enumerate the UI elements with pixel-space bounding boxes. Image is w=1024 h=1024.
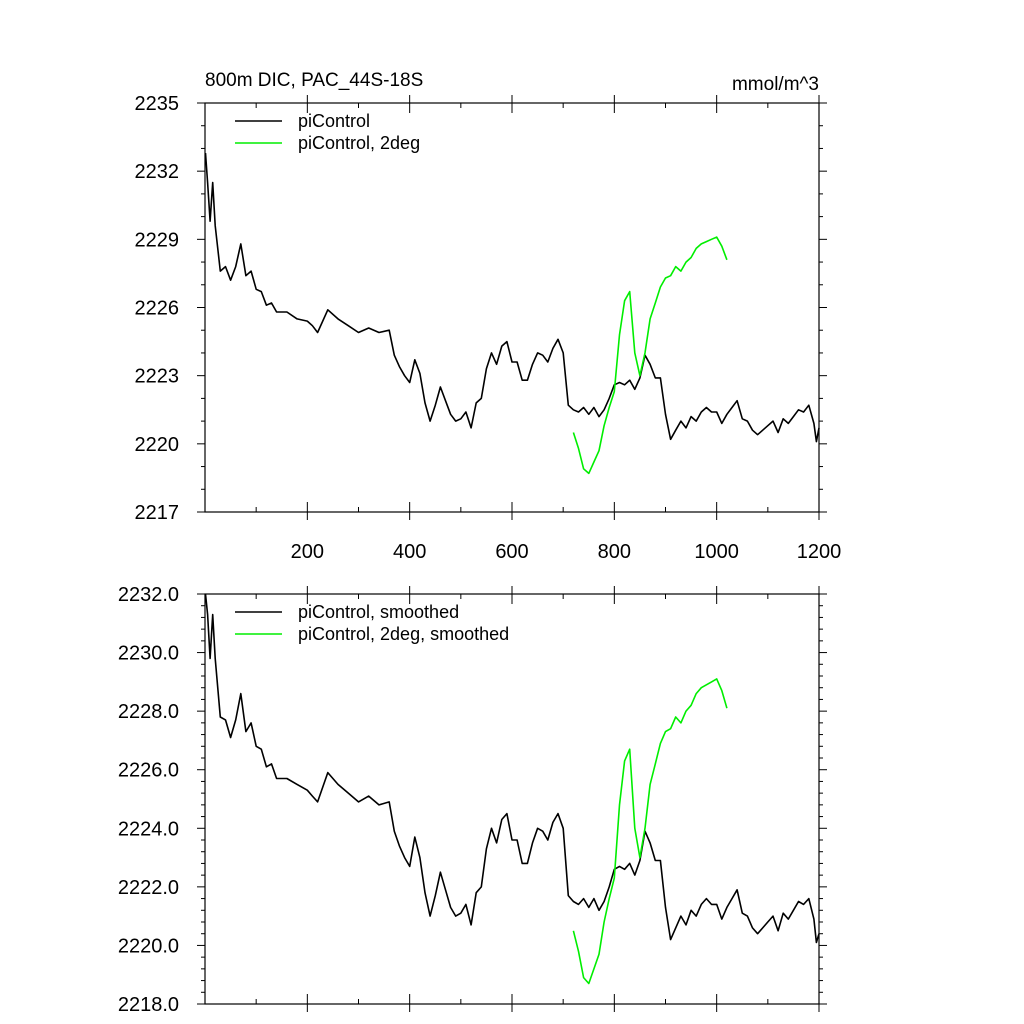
axes-top: 200 400 600 800 1000 1200 2217 2220 2223 2226 2229…: [135, 93, 842, 563]
series-line-picontrol-2deg-smoothed: [572, 678, 728, 985]
y-tick-label: 2226: [135, 298, 180, 320]
legend-bottom: piControl, smoothed piControl, 2deg, smo…: [235, 602, 509, 644]
y-tick-label: 2229: [135, 229, 180, 251]
y-tick-label: 2235: [135, 93, 180, 115]
axes-bottom: 2218.0 2220.0 2222.0 2224.0 2226.0 2228.0 2230…: [118, 584, 827, 1016]
x-tick-label: 600: [495, 541, 528, 563]
plot-area-top: [204, 152, 820, 475]
series-line-picontrol-2deg: [572, 236, 728, 475]
y-tick-label: 2218.0: [118, 994, 179, 1016]
y-tick-label: 2232: [135, 161, 180, 183]
y-tick-label: 2226.0: [118, 760, 179, 782]
x-tick-label: 800: [598, 541, 631, 563]
x-tick-label: 200: [291, 541, 324, 563]
series-line-picontrol-smoothed: [204, 593, 820, 944]
legend-top: piControl piControl, 2deg: [235, 111, 420, 153]
legend-label-picontrol-smoothed: piControl, smoothed: [298, 602, 459, 622]
chart-units: mmol/m^3: [732, 74, 819, 95]
y-tick-label: 2228.0: [118, 701, 179, 723]
y-tick-label: 2217: [135, 502, 180, 524]
x-tick-label: 1000: [694, 541, 739, 563]
y-tick-label: 2232.0: [118, 584, 179, 606]
y-tick-label: 2220: [135, 434, 180, 456]
y-tick-label: 2220.0: [118, 935, 179, 957]
series-line-picontrol: [204, 152, 820, 443]
y-tick-label: 2224.0: [118, 818, 179, 840]
panel-bottom: piControl, smoothed piControl, 2deg, smo…: [118, 584, 827, 1016]
plot-frame-bottom: [204, 593, 820, 1005]
y-tick-label: 2222.0: [118, 877, 179, 899]
chart-title: 800m DIC, PAC_44S-18S: [205, 70, 423, 91]
y-tick-label: 2223: [135, 366, 180, 388]
panel-top: 800m DIC, PAC_44S-18S mmol/m^3 piControl…: [135, 70, 842, 563]
x-tick-label: 1200: [797, 541, 842, 563]
plot-area-bottom: [204, 593, 820, 985]
x-tick-label: 400: [393, 541, 426, 563]
legend-label-picontrol-2deg-smoothed: piControl, 2deg, smoothed: [298, 624, 509, 644]
plot-frame-top: [204, 102, 820, 513]
legend-label-picontrol: piControl: [298, 111, 370, 131]
legend-label-picontrol-2deg: piControl, 2deg: [298, 133, 420, 153]
y-tick-label: 2230.0: [118, 643, 179, 665]
